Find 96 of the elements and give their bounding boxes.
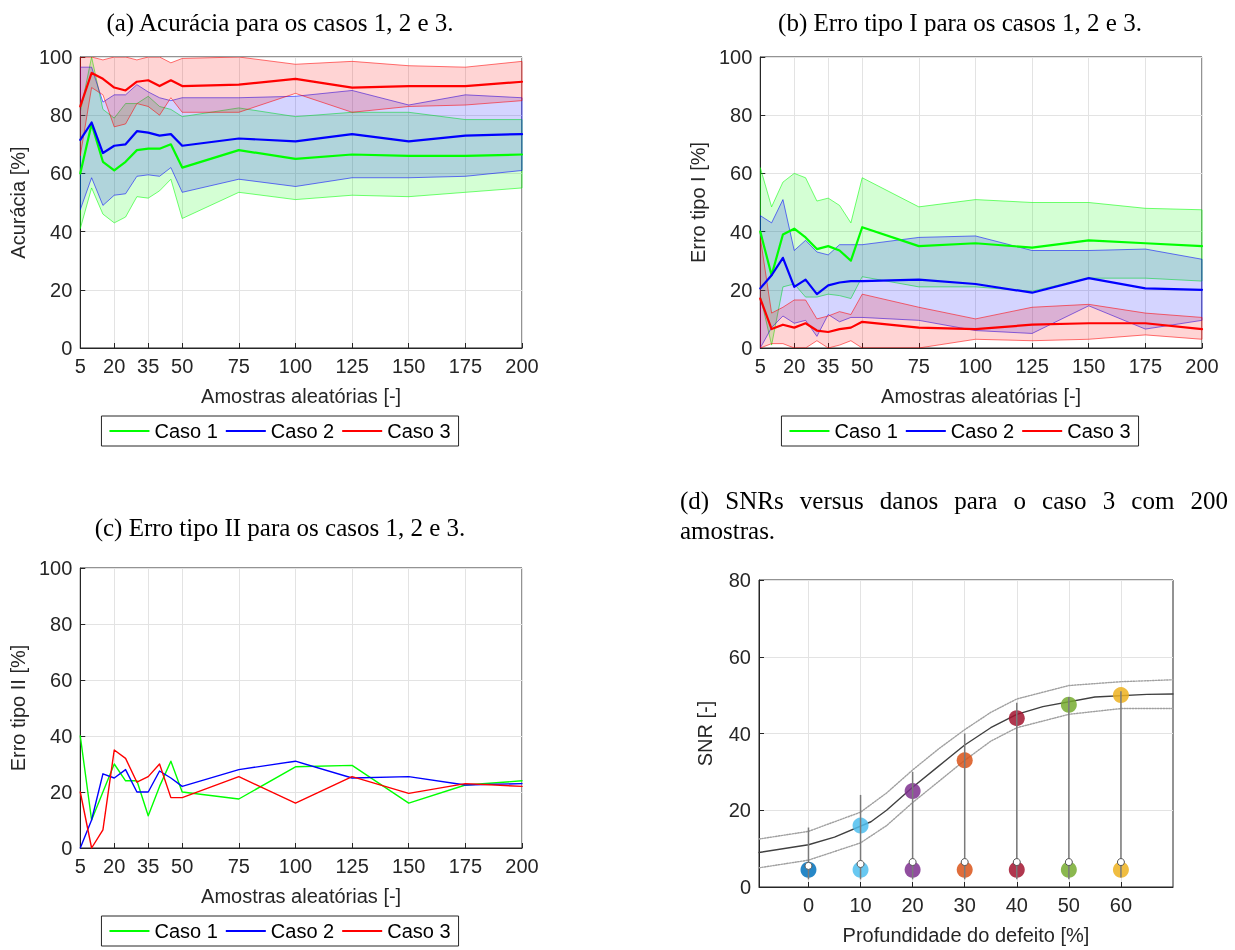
- x-tick-label: 150: [1072, 355, 1106, 377]
- x-tick-label: 75: [227, 855, 250, 877]
- line-series: [79, 735, 523, 821]
- x-tick-label: 40: [1005, 894, 1028, 916]
- x-tick-label: 30: [953, 894, 976, 916]
- x-tick-label: 125: [335, 855, 369, 877]
- x-tick-label: 35: [817, 355, 840, 377]
- y-tick-label: 40: [730, 220, 753, 243]
- y-tick-label: 20: [50, 278, 73, 301]
- y-tick-label: 20: [728, 799, 751, 822]
- legend-label: Caso 2: [270, 420, 335, 442]
- x-tick-label: 200: [505, 355, 539, 377]
- y-axis-title: Erro tipo I [%]: [687, 141, 709, 264]
- y-tick-label: 40: [728, 722, 751, 745]
- x-tick-label: 5: [74, 355, 86, 377]
- y-tick-label: 80: [730, 104, 753, 127]
- legend-label: Caso 2: [270, 920, 335, 942]
- y-tick-label: 20: [730, 278, 753, 301]
- x-tick-label: 150: [392, 355, 426, 377]
- y-tick-label: 20: [50, 781, 73, 803]
- legend-label: Caso 1: [834, 420, 898, 442]
- y-tick-label: 0: [61, 837, 73, 859]
- x-tick-label: 20: [103, 855, 126, 877]
- legend-label: Caso 2: [950, 420, 1015, 442]
- line-series: [758, 693, 1174, 854]
- x-tick-label: 125: [335, 355, 369, 377]
- y-axis-title: Erro tipo II [%]: [7, 644, 29, 772]
- line-series: [759, 226, 1204, 277]
- y-axis-title: SNR [-]: [694, 700, 716, 767]
- x-tick-label: 175: [448, 355, 483, 377]
- x-axis-title: Profundidade do defeito [%]: [842, 924, 1090, 946]
- x-tick-label: 175: [448, 855, 483, 877]
- x-tick-label: 100: [278, 855, 313, 877]
- y-tick-label: 60: [728, 645, 751, 668]
- chart-title: (d) SNRs versus danos para o caso 3 com 200 amostras.: [680, 486, 1228, 546]
- y-axis-title: Acurácia [%]: [7, 146, 29, 259]
- x-tick-label: 10: [849, 894, 872, 916]
- point: [1064, 858, 1073, 867]
- x-tick-label: 200: [505, 855, 539, 877]
- x-tick-label: 5: [74, 855, 86, 877]
- x-tick-label: 50: [171, 355, 194, 377]
- y-tick-label: 0: [61, 337, 73, 359]
- x-tick-label: 50: [171, 855, 194, 877]
- x-axis-title: Amostras aleatórias [-]: [201, 385, 402, 407]
- y-tick-label: 100: [718, 46, 753, 68]
- y-tick-label: 80: [728, 569, 751, 591]
- chart-title: (b) Erro tipo I para os casos 1, 2 e 3.: [777, 8, 1143, 39]
- point: [908, 858, 917, 867]
- legend-label: Caso 3: [1067, 420, 1131, 442]
- point: [960, 858, 969, 867]
- y-tick-label: 60: [50, 162, 73, 185]
- x-tick-label: 150: [392, 855, 426, 877]
- chart-title: (c) Erro tipo II para os casos 1, 2 e 3.: [93, 513, 467, 543]
- x-tick-label: 100: [958, 355, 993, 377]
- x-tick-label: 20: [103, 355, 126, 377]
- x-axis-title: Amostras aleatórias [-]: [881, 385, 1082, 407]
- line-series: [759, 297, 1204, 334]
- line-series: [79, 122, 524, 175]
- legend-label: Caso 1: [154, 920, 218, 942]
- y-tick-label: 100: [38, 557, 73, 579]
- y-tick-label: 40: [50, 220, 73, 243]
- y-tick-label: 0: [739, 876, 751, 898]
- x-tick-label: 35: [137, 355, 160, 377]
- x-tick-label: 5: [754, 355, 766, 377]
- y-tick-label: 80: [50, 104, 73, 127]
- x-tick-label: 75: [907, 355, 930, 377]
- legend-label: Caso 3: [387, 420, 451, 442]
- x-tick-label: 20: [783, 355, 806, 377]
- line-series: [79, 71, 524, 108]
- chart-title: (a) Acurácia para os casos 1, 2 e 3.: [105, 8, 455, 39]
- x-tick-label: 50: [1057, 894, 1080, 916]
- point: [1012, 858, 1021, 867]
- x-tick-label: 100: [278, 355, 313, 377]
- point: [856, 859, 865, 868]
- x-tick-label: 20: [901, 894, 924, 916]
- x-tick-label: 75: [227, 355, 250, 377]
- y-tick-label: 80: [50, 613, 73, 635]
- y-tick-label: 60: [50, 669, 73, 691]
- y-tick-label: 100: [38, 46, 73, 68]
- y-tick-label: 0: [741, 337, 753, 359]
- x-tick-label: 35: [137, 855, 160, 877]
- y-tick-label: 60: [730, 162, 753, 185]
- x-tick-label: 50: [851, 355, 874, 377]
- y-tick-label: 40: [50, 725, 73, 747]
- x-tick-label: 60: [1109, 894, 1133, 916]
- line-series: [758, 679, 1174, 840]
- point: [1116, 858, 1125, 867]
- x-tick-label: 200: [1185, 355, 1219, 377]
- x-tick-label: 0: [802, 894, 815, 916]
- x-tick-label: 175: [1128, 355, 1163, 377]
- legend-label: Caso 3: [387, 920, 451, 942]
- legend-label: Caso 1: [154, 420, 218, 442]
- x-tick-label: 125: [1015, 355, 1049, 377]
- x-axis-title: Amostras aleatórias [-]: [201, 885, 402, 907]
- line-series: [79, 121, 524, 155]
- line-series: [759, 256, 1204, 296]
